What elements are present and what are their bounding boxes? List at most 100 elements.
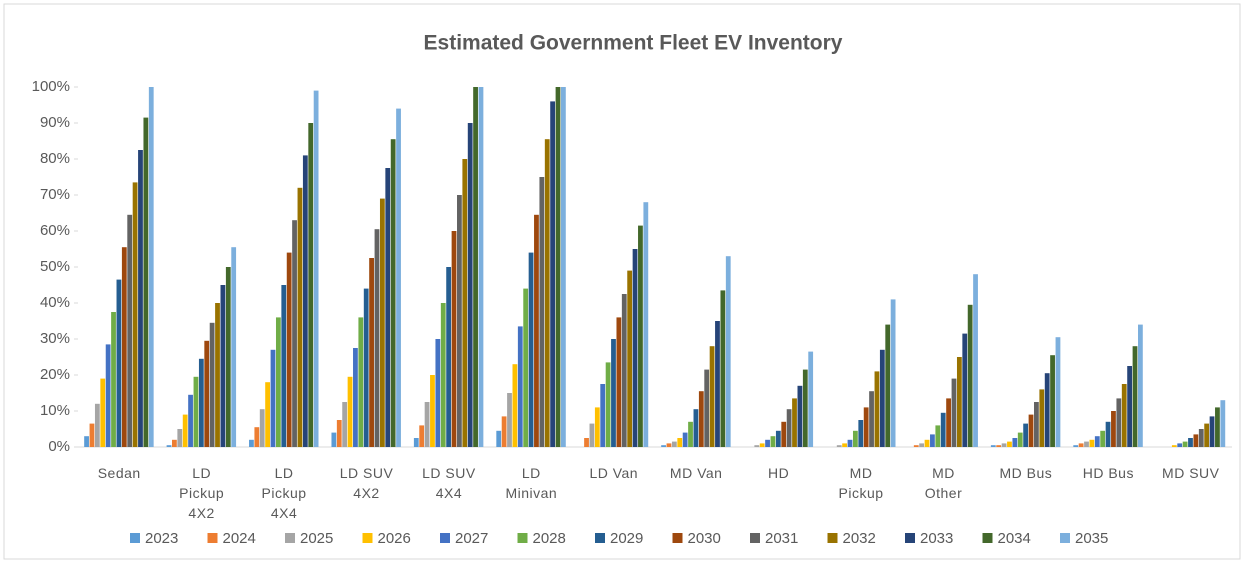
bar (467, 123, 473, 447)
bar (358, 317, 364, 447)
bar (919, 443, 925, 447)
bar (682, 432, 688, 447)
legend-label: 2035 (1075, 530, 1108, 547)
bar (249, 439, 254, 447)
bar (347, 376, 353, 447)
bar (962, 333, 968, 447)
legend-label: 2029 (610, 530, 643, 547)
bar (1012, 438, 1018, 447)
bar (523, 288, 529, 447)
x-tick-label: MD SUV (1162, 465, 1220, 481)
legend-swatch (1060, 533, 1070, 543)
legend-swatch (905, 533, 915, 543)
bar (121, 247, 127, 447)
bar (419, 425, 425, 447)
bar (308, 123, 314, 447)
bar (874, 371, 880, 447)
bar (1073, 445, 1079, 447)
bar (188, 394, 193, 447)
bar (84, 436, 89, 447)
bar (148, 87, 154, 447)
bar (313, 90, 319, 447)
bar (770, 436, 776, 447)
bar (1105, 421, 1111, 447)
bar (302, 155, 308, 447)
legend-label: 2028 (533, 530, 566, 547)
bar (297, 187, 303, 448)
bar (661, 445, 666, 447)
bar (1007, 441, 1012, 447)
bar (611, 339, 616, 447)
x-tick-label: MD Bus (999, 465, 1053, 481)
y-tick-label: 40% (40, 294, 70, 311)
legend-label: 2032 (843, 530, 876, 547)
bar (462, 159, 468, 447)
bar (544, 139, 550, 447)
bar (1127, 366, 1133, 447)
bar (627, 270, 633, 447)
legend-swatch (440, 533, 450, 543)
bar (182, 414, 188, 447)
legend-swatch (750, 533, 760, 543)
bar (698, 391, 704, 447)
bar (451, 231, 457, 447)
bar (956, 357, 962, 447)
y-tick-label: 20% (40, 366, 70, 383)
bar (270, 349, 276, 447)
bar (852, 430, 858, 447)
bar (446, 267, 452, 447)
bar (725, 256, 731, 447)
bar (286, 252, 292, 447)
y-tick-label: 10% (40, 402, 70, 419)
bar (539, 177, 545, 447)
bar (220, 285, 226, 447)
legend-swatch (285, 533, 295, 543)
bar (215, 303, 220, 447)
bar (1017, 432, 1023, 447)
bar (584, 438, 589, 447)
bar (478, 87, 484, 447)
bar (930, 434, 935, 447)
bar (1137, 324, 1143, 447)
bar (275, 317, 281, 447)
bar (435, 339, 441, 447)
bar (1089, 439, 1095, 447)
bar (89, 423, 95, 447)
bar (1193, 434, 1199, 447)
bar (759, 443, 765, 447)
bar (797, 385, 803, 447)
bar (688, 421, 693, 447)
legend-swatch (672, 533, 683, 543)
x-tick-label: HD Bus (1082, 465, 1134, 481)
bar (996, 445, 1002, 447)
bar (111, 312, 116, 447)
x-tick-label: LD SUV 4X4 (422, 465, 476, 501)
bar (555, 87, 561, 447)
x-tick-label: LD SUV 4X2 (339, 465, 394, 501)
bar (781, 421, 787, 447)
bar (1050, 355, 1055, 447)
legend-label: 2027 (455, 530, 488, 547)
y-tick-label: 50% (40, 258, 70, 275)
bar (507, 393, 512, 447)
bar (138, 150, 143, 447)
bar (292, 220, 297, 447)
bar (594, 407, 600, 447)
bar (842, 443, 847, 447)
bar (225, 267, 231, 447)
bar (1177, 443, 1183, 447)
y-tick-label: 90% (40, 114, 70, 131)
bar (473, 87, 478, 447)
bar (1171, 445, 1177, 447)
legend-label: 2034 (998, 530, 1031, 547)
bar (677, 438, 683, 447)
y-tick-label: 70% (40, 186, 70, 203)
bar (105, 344, 111, 447)
bar (457, 195, 462, 447)
bar (1132, 346, 1138, 447)
bar (1209, 416, 1215, 447)
bar (374, 229, 380, 447)
x-tick-label: Sedan (97, 465, 141, 481)
y-tick-label: 80% (40, 150, 70, 167)
